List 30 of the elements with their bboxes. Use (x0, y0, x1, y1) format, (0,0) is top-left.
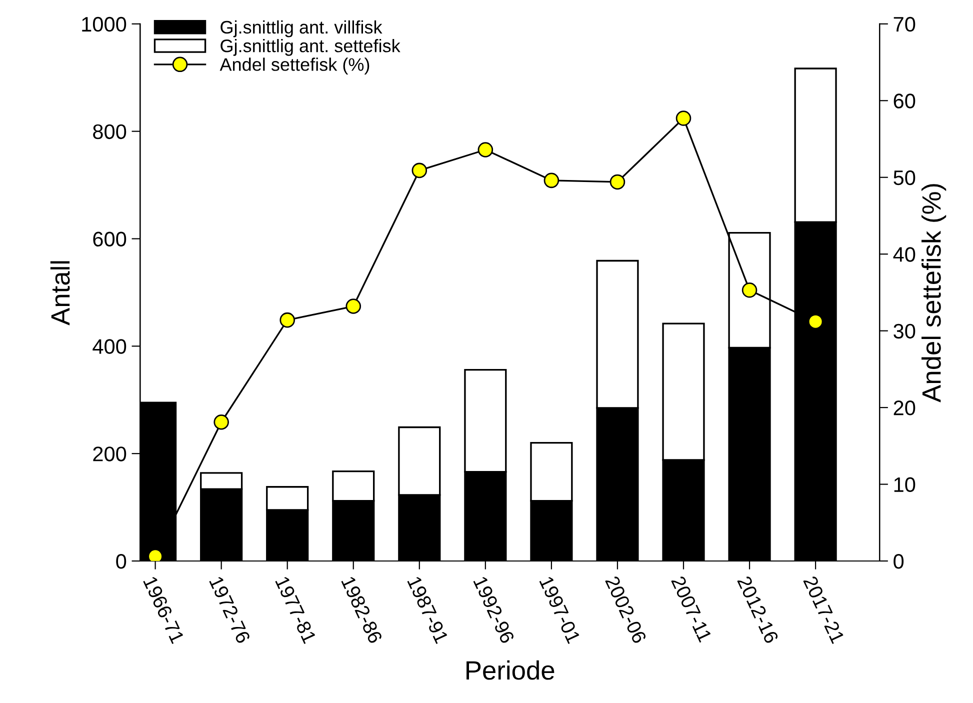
y-axis-title: Antall (50, 261, 70, 326)
y2-tick-label: 30 (894, 324, 916, 339)
point (478, 142, 494, 158)
legend-label: Gj.snittlig ant. villfisk (220, 20, 382, 38)
point (808, 314, 824, 330)
point (346, 298, 362, 314)
point (742, 282, 758, 298)
y-tick-label: 800 (93, 124, 126, 140)
y2-tick-label: 20 (894, 400, 916, 416)
y2-tick-label: 10 (894, 477, 916, 492)
y-tick-label: 200 (93, 446, 126, 462)
y-tick-label: 0 (116, 554, 126, 569)
point (676, 110, 692, 126)
y2-tick-label: 60 (894, 94, 916, 108)
y2-tick-label: 0 (894, 554, 904, 569)
legend-label: Andel settefisk (%) (220, 58, 370, 74)
y-tick-label: 600 (93, 232, 126, 246)
point (610, 174, 626, 190)
y2-tick-label: 50 (894, 170, 916, 186)
y2-tick-label: 70 (894, 16, 916, 32)
point (412, 162, 428, 178)
x-axis-title: Periode (466, 660, 554, 680)
legend-label: Gj.snittlig ant. settefisk (220, 39, 400, 56)
point (214, 414, 229, 430)
y2-axis-title: Andel settefisk (%) (922, 184, 946, 402)
point (280, 312, 295, 328)
point (544, 172, 560, 188)
y-tick-label: 1000 (82, 16, 126, 32)
y2-tick-label: 40 (893, 247, 916, 262)
y-tick-label: 400 (92, 339, 126, 354)
